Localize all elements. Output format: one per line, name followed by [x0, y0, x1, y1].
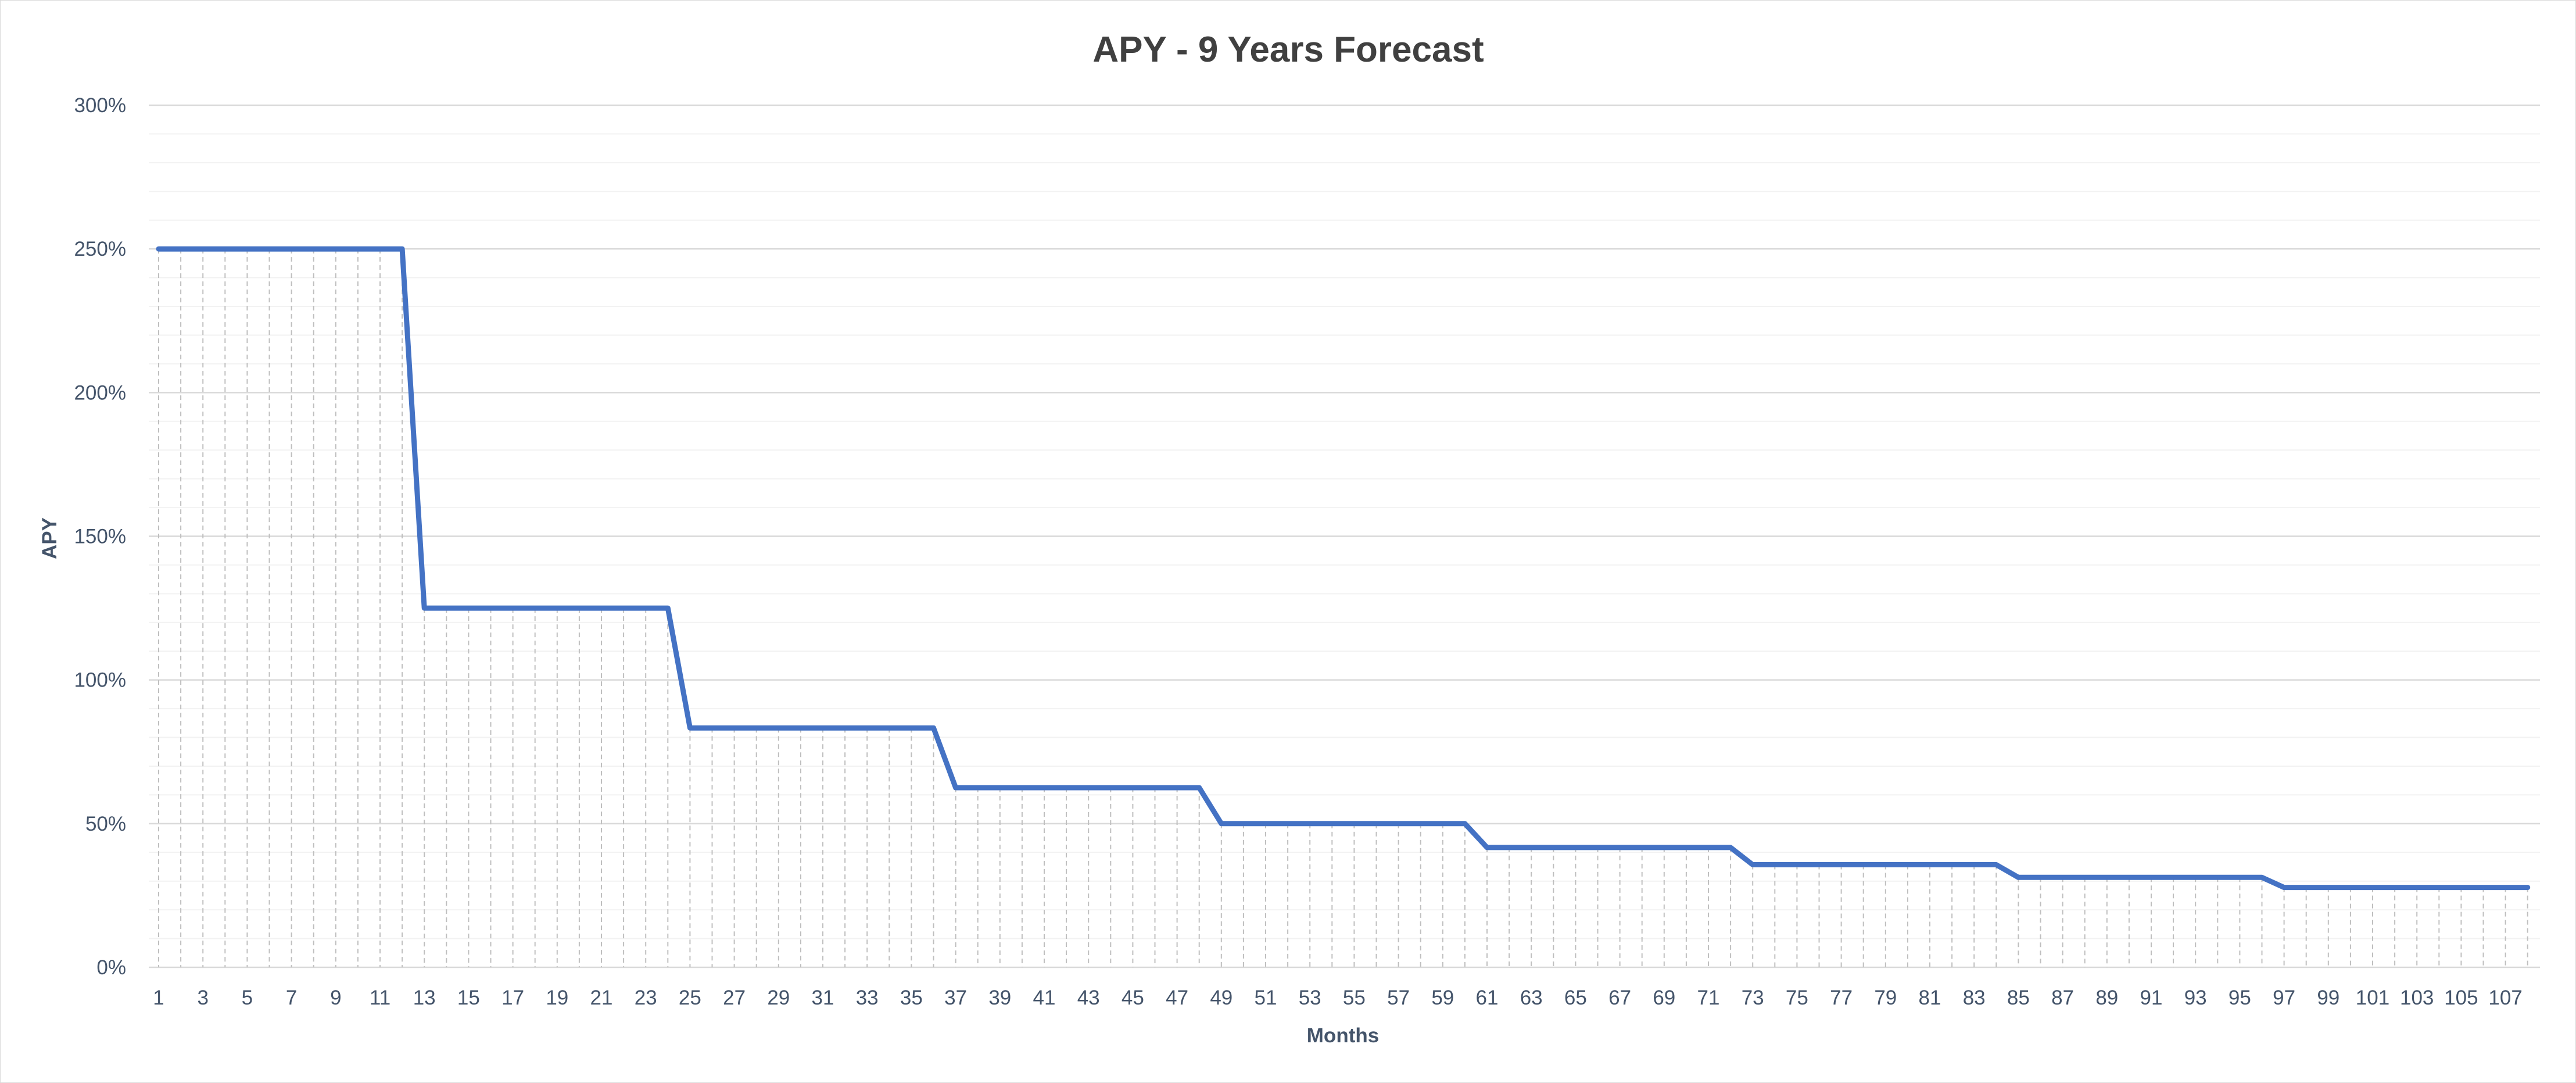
x-tick-label: 41 — [1033, 987, 1056, 1009]
x-tick-label: 65 — [1564, 987, 1587, 1009]
x-tick-label: 97 — [2273, 987, 2295, 1009]
drop-lines — [158, 249, 2528, 967]
x-tick-label: 75 — [1786, 987, 1808, 1009]
y-tick-label: 250% — [74, 238, 126, 260]
x-tick-label: 45 — [1122, 987, 1144, 1009]
x-tick-label: 47 — [1166, 987, 1188, 1009]
x-tick-label: 101 — [2356, 987, 2389, 1009]
x-tick-label: 83 — [1963, 987, 1986, 1009]
x-tick-label: 43 — [1077, 987, 1100, 1009]
y-axis-tick-labels: 0% 50% 100% 150% 200% 250% 300% — [74, 94, 126, 979]
x-tick-label: 39 — [988, 987, 1011, 1009]
y-tick-label: 150% — [74, 526, 126, 548]
x-tick-label: 19 — [546, 987, 568, 1009]
y-tick-label: 100% — [74, 669, 126, 692]
x-tick-label: 59 — [1431, 987, 1454, 1009]
x-tick-label: 23 — [635, 987, 657, 1009]
y-tick-label: 200% — [74, 381, 126, 404]
x-tick-label: 17 — [501, 987, 524, 1009]
y-axis-title: APY — [38, 517, 61, 559]
x-tick-label: 37 — [944, 987, 967, 1009]
y-tick-label: 0% — [96, 956, 126, 979]
x-tick-label: 51 — [1255, 987, 1277, 1009]
x-tick-label: 29 — [767, 987, 790, 1009]
series-layer — [156, 246, 2531, 891]
x-tick-label: 35 — [900, 987, 923, 1009]
x-tick-label: 5 — [242, 987, 253, 1009]
x-axis-title: Months — [1307, 1024, 1379, 1047]
x-tick-label: 91 — [2140, 987, 2163, 1009]
x-tick-label: 49 — [1210, 987, 1233, 1009]
chart-title: APY - 9 Years Forecast — [1092, 30, 1484, 70]
x-tick-label: 89 — [2095, 987, 2118, 1009]
x-tick-label: 21 — [590, 987, 613, 1009]
x-tick-label: 7 — [286, 987, 297, 1009]
x-tick-label: 13 — [413, 987, 436, 1009]
x-tick-label: 61 — [1476, 987, 1499, 1009]
y-tick-label: 50% — [85, 813, 126, 835]
x-tick-label: 67 — [1608, 987, 1631, 1009]
x-tick-label: 9 — [330, 987, 341, 1009]
x-tick-label: 3 — [197, 987, 208, 1009]
x-tick-label: 15 — [457, 987, 480, 1009]
x-tick-label: 63 — [1520, 987, 1543, 1009]
x-tick-label: 85 — [2007, 987, 2030, 1009]
x-tick-label: 103 — [2400, 987, 2434, 1009]
major-gridlines — [149, 104, 2540, 968]
x-tick-label: 95 — [2229, 987, 2251, 1009]
x-tick-label: 69 — [1653, 987, 1675, 1009]
minor-gridlines — [149, 133, 2540, 939]
x-tick-label: 25 — [679, 987, 701, 1009]
y-tick-label: 300% — [74, 94, 126, 117]
x-tick-label: 71 — [1697, 987, 1720, 1009]
x-tick-label: 107 — [2488, 987, 2522, 1009]
x-tick-label: 11 — [370, 987, 390, 1009]
x-tick-label: 93 — [2184, 987, 2207, 1009]
x-tick-label: 99 — [2317, 987, 2339, 1009]
x-tick-label: 53 — [1299, 987, 1321, 1009]
x-tick-label: 55 — [1343, 987, 1366, 1009]
x-axis-tick-labels: 1 3 5 7 9 11 13 15 17 19 21 23 25 27 29 31 33 35 37 39 41 43 4… — [153, 987, 2523, 1009]
x-tick-label: 105 — [2444, 987, 2478, 1009]
x-tick-label: 81 — [1919, 987, 1941, 1009]
x-tick-label: 31 — [812, 987, 834, 1009]
x-tick-label: 27 — [723, 987, 746, 1009]
x-tick-label: 79 — [1874, 987, 1897, 1009]
x-tick-label: 77 — [1830, 987, 1853, 1009]
apy-series-line — [156, 246, 2531, 891]
x-tick-label: 87 — [2051, 987, 2074, 1009]
x-tick-label: 1 — [153, 987, 164, 1009]
x-tick-label: 73 — [1742, 987, 1764, 1009]
x-tick-label: 33 — [856, 987, 879, 1009]
x-tick-label: 57 — [1387, 987, 1410, 1009]
